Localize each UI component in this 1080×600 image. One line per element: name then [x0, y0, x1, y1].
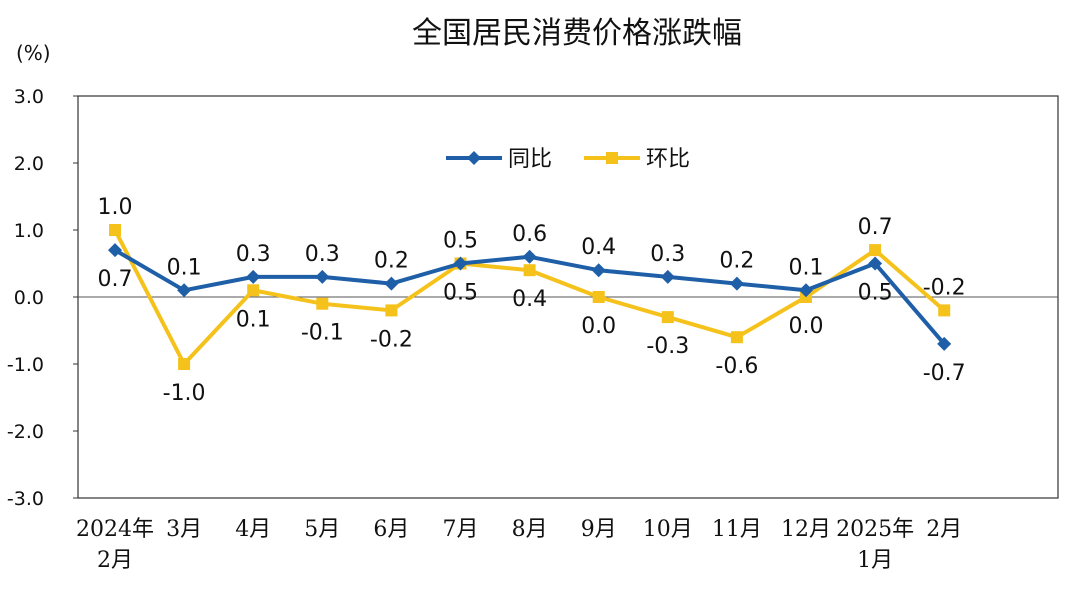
x-tick-label: 4月: [235, 517, 271, 542]
legend-diamond-marker: [467, 151, 481, 165]
yoy-point: [108, 243, 122, 258]
yoy-point: [937, 336, 952, 351]
yoy-point: [660, 269, 675, 284]
chart-title: 全国居民消费价格涨跌幅: [412, 16, 742, 51]
mom-data-label: 0.0: [581, 314, 616, 339]
legend-label: 同比: [508, 147, 552, 172]
yoy-data-label: 0.2: [719, 249, 754, 274]
mom-data-label: -1.0: [163, 381, 206, 406]
legend-label: 环比: [646, 147, 690, 172]
mom-data-label: 0.1: [236, 307, 271, 332]
mom-point: [316, 297, 329, 310]
yoy-data-label: 0.1: [789, 255, 824, 280]
yoy-data-label: 0.6: [512, 222, 547, 247]
yoy-point: [315, 269, 330, 284]
yoy-data-label: 0.5: [858, 281, 893, 306]
x-tick-label: 5月: [304, 517, 340, 542]
legend-square-marker: [606, 152, 618, 164]
mom-data-label: -0.2: [923, 275, 966, 300]
y-tick-label: 0.0: [14, 287, 44, 309]
yoy-point: [729, 276, 744, 291]
x-tick-label: 3月: [166, 517, 202, 542]
mom-data-label: 0.7: [858, 215, 893, 240]
mom-data-label: 0.0: [789, 314, 824, 339]
legend: 同比 环比: [446, 147, 690, 172]
mom-point: [178, 358, 191, 370]
mom-data-label: 0.5: [443, 281, 478, 306]
x-tick-label: 10月: [643, 517, 693, 542]
y-tick-label: 3.0: [14, 86, 44, 108]
mom-point: [385, 304, 398, 317]
yoy-data-label: 0.3: [236, 242, 271, 267]
mom-data-label: -0.6: [715, 354, 758, 379]
y-unit-label: (%): [16, 41, 51, 65]
y-tick-label: -3.0: [7, 488, 44, 510]
x-tick-label: 8月: [512, 517, 548, 542]
y-axis: 3.0 2.0 1.0 0.0 -1.0 -2.0 -3.0: [7, 86, 78, 510]
mom-point: [109, 224, 121, 236]
yoy-data-label: 0.3: [650, 242, 685, 267]
x-tick-label: 11月: [712, 517, 762, 542]
yoy-data-label: 0.1: [167, 255, 202, 280]
mom-point: [592, 291, 605, 303]
y-tick-label: 2.0: [14, 153, 44, 175]
y-tick-label: -2.0: [7, 421, 44, 443]
mom-point: [938, 304, 951, 317]
series-layer: [108, 224, 952, 370]
x-tick-label: 2月: [97, 548, 133, 573]
data-labels: 0.7 1.0 0.1 -1.0 0.3 0.1 0.3 -0.1 0.2 -0.2 0.5 0.5 0…: [98, 195, 966, 406]
mom-data-label: -0.1: [301, 321, 344, 346]
mom-point: [523, 264, 536, 277]
yoy-point: [246, 269, 261, 284]
mom-data-label: 1.0: [98, 195, 133, 220]
yoy-data-label: 0.2: [374, 249, 409, 274]
mom-data-label: -0.2: [370, 327, 413, 352]
yoy-point: [868, 256, 883, 271]
x-tick-label: 2月: [926, 517, 962, 542]
x-tick-label: 12月: [781, 517, 831, 542]
x-tick-label: 6月: [373, 517, 409, 542]
yoy-point: [177, 283, 192, 298]
yoy-point: [591, 263, 606, 278]
yoy-point: [799, 283, 813, 298]
mom-data-label: -0.3: [646, 334, 689, 359]
y-tick-label: 1.0: [14, 220, 44, 242]
yoy-data-label: 0.7: [98, 267, 133, 292]
x-tick-label: 7月: [443, 517, 479, 542]
yoy-point: [384, 276, 399, 291]
mom-point: [869, 244, 882, 257]
yoy-data-label: 0.5: [443, 229, 478, 254]
x-axis: 2024年 2月 3月 4月 5月 6月 7月 8月 9月 10月 11月 12月 2025年 1月 2月: [76, 517, 962, 573]
x-tick-label: 2025年: [836, 517, 914, 542]
x-tick-label: 1月: [857, 548, 893, 573]
y-tick-label: -1.0: [7, 354, 44, 376]
mom-point: [247, 284, 260, 297]
yoy-data-label: 0.4: [581, 235, 616, 260]
x-tick-label: 9月: [581, 517, 617, 542]
yoy-point: [522, 249, 537, 264]
yoy-point: [453, 256, 468, 271]
yoy-data-label: 0.3: [305, 242, 340, 267]
mom-data-label: 0.4: [512, 287, 547, 312]
mom-point: [661, 311, 674, 324]
mom-point: [730, 331, 743, 344]
yoy-data-label: -0.7: [923, 361, 966, 386]
x-tick-label: 2024年: [76, 517, 154, 542]
